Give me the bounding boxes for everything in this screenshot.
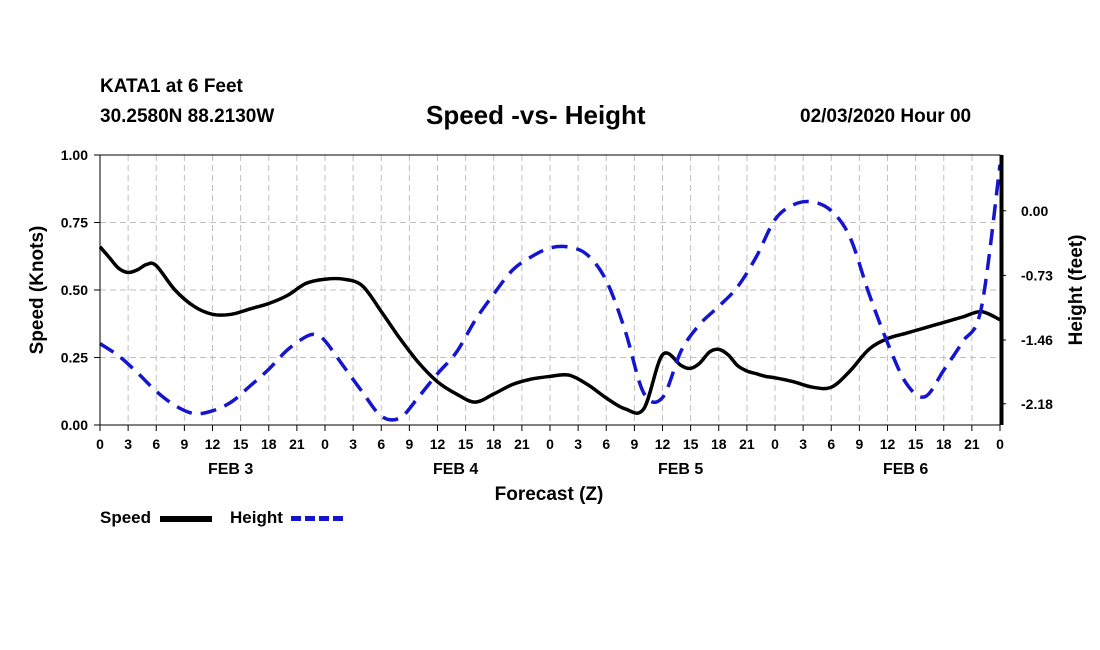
legend-speed-label: Speed bbox=[100, 508, 152, 527]
series-layer bbox=[98, 164, 1002, 422]
x-tick-label: 9 bbox=[630, 436, 638, 452]
x-tick-label: 21 bbox=[514, 436, 530, 452]
y-right-tick-label: -1.46 bbox=[1021, 332, 1053, 348]
y-left-tick-label: 0.00 bbox=[61, 417, 88, 433]
x-tick-label: 18 bbox=[486, 436, 502, 452]
x-axis-title: Forecast (Z) bbox=[495, 484, 604, 505]
x-tick-label: 0 bbox=[546, 436, 554, 452]
station-coordinates: 30.2580N 88.2130W bbox=[100, 106, 275, 127]
x-tick-label: 3 bbox=[799, 436, 807, 452]
y-left-tick-label: 1.00 bbox=[61, 147, 88, 163]
x-tick-label: 0 bbox=[96, 436, 104, 452]
x-tick-label: 15 bbox=[683, 436, 699, 452]
x-tick-label: 15 bbox=[233, 436, 249, 452]
y-right-tick-label: 0.00 bbox=[1021, 203, 1048, 219]
legend-height-label: Height bbox=[230, 508, 283, 527]
x-day-label: FEB 6 bbox=[883, 461, 928, 478]
y-right-tick-label: -0.73 bbox=[1021, 267, 1053, 283]
y-left-tick-label: 0.50 bbox=[61, 282, 88, 298]
y-axis-right-title: Height (feet) bbox=[1066, 235, 1087, 346]
height-series-line bbox=[99, 164, 1002, 422]
x-tick-label: 9 bbox=[180, 436, 188, 452]
x-tick-label: 15 bbox=[458, 436, 474, 452]
x-tick-label: 21 bbox=[964, 436, 980, 452]
x-tick-label: 18 bbox=[936, 436, 952, 452]
axes: 0 3 6 9 12 15 18 21 0 3 6 9 12 15 18 21 0 3 6 9 12 15 18 21 0 3 6 9… bbox=[61, 147, 1053, 478]
y-right-tick-label: -2.18 bbox=[1021, 396, 1053, 412]
y-left-tick-label: 0.75 bbox=[61, 215, 88, 231]
x-tick-label: 6 bbox=[152, 436, 160, 452]
x-tick-label: 3 bbox=[349, 436, 357, 452]
forecast-date: 02/03/2020 Hour 00 bbox=[800, 106, 972, 127]
x-tick-label: 12 bbox=[430, 436, 446, 452]
axis-labels: Forecast (Z) Speed (Knots) Height (feet) bbox=[27, 226, 1087, 505]
x-tick-label: 15 bbox=[908, 436, 924, 452]
x-tick-label: 0 bbox=[321, 436, 329, 452]
legend-height-swatch bbox=[291, 516, 343, 521]
x-tick-label: 21 bbox=[289, 436, 305, 452]
x-tick-label: 12 bbox=[880, 436, 896, 452]
x-tick-label: 21 bbox=[739, 436, 755, 452]
x-tick-label: 9 bbox=[855, 436, 863, 452]
grid-lines bbox=[100, 155, 1000, 425]
x-tick-label: 9 bbox=[405, 436, 413, 452]
legend-speed-swatch bbox=[160, 516, 212, 522]
station-name: KATA1 at 6 Feet bbox=[100, 76, 243, 97]
chart-title: Speed -vs- Height bbox=[426, 100, 646, 130]
y-left-tick-label: 0.25 bbox=[61, 350, 88, 366]
x-day-label: FEB 4 bbox=[433, 461, 478, 478]
x-tick-label: 3 bbox=[574, 436, 582, 452]
x-tick-label: 6 bbox=[827, 436, 835, 452]
x-tick-label: 18 bbox=[261, 436, 277, 452]
y-axis-left-title: Speed (Knots) bbox=[27, 226, 48, 355]
x-tick-label: 12 bbox=[655, 436, 671, 452]
speed-series-line bbox=[98, 245, 1001, 415]
x-tick-label: 0 bbox=[771, 436, 779, 452]
x-tick-label: 0 bbox=[996, 436, 1004, 452]
x-tick-label: 3 bbox=[124, 436, 132, 452]
x-tick-label: 12 bbox=[205, 436, 221, 452]
x-tick-label: 6 bbox=[377, 436, 385, 452]
x-day-label: FEB 3 bbox=[208, 461, 253, 478]
x-tick-label: 6 bbox=[602, 436, 610, 452]
x-day-label: FEB 5 bbox=[658, 461, 703, 478]
x-tick-label: 18 bbox=[711, 436, 727, 452]
